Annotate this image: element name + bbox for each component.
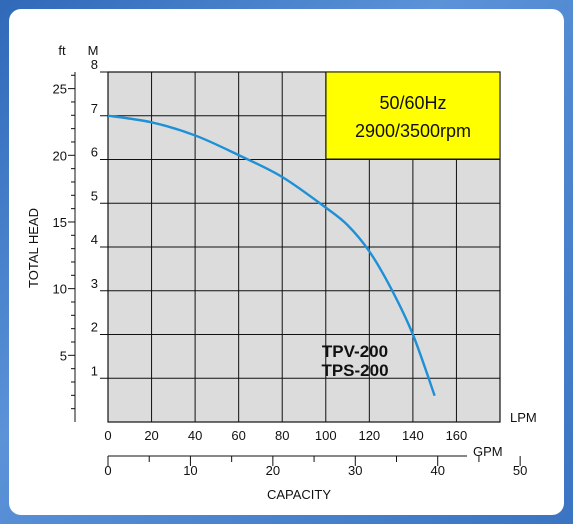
gpm-tick-label: 30	[348, 463, 362, 478]
lpm-tick-label: 160	[446, 428, 468, 443]
lpm-tick-label: 40	[188, 428, 202, 443]
m-tick-label: 1	[91, 363, 98, 378]
ft-tick-label: 20	[53, 148, 67, 163]
lpm-axis: 0 20 40 60 80 100 120 140 160	[104, 428, 467, 443]
x-axis-title: CAPACITY	[267, 487, 331, 502]
m-tick-label: 6	[91, 145, 98, 160]
model-label-1: TPV-200	[322, 342, 388, 361]
gpm-axis: 0 10 20 30 40 50	[104, 456, 527, 478]
ft-tick-label: 15	[53, 215, 67, 230]
lpm-tick-label: 0	[104, 428, 111, 443]
info-box	[325, 71, 501, 160]
lpm-tick-label: 140	[402, 428, 424, 443]
ft-tick-label: 25	[53, 82, 67, 97]
gpm-tick-label: 50	[513, 463, 527, 478]
gpm-tick-label: 40	[430, 463, 444, 478]
gpm-unit-label: GPM	[473, 444, 503, 459]
info-frequency: 50/60Hz	[379, 93, 446, 113]
gpm-tick-label: 10	[183, 463, 197, 478]
ft-axis: 5 10 15 20 25	[53, 74, 75, 410]
lpm-tick-label: 100	[315, 428, 337, 443]
performance-curve	[107, 114, 436, 397]
gpm-tick-label: 0	[104, 463, 111, 478]
lpm-tick-label: 20	[144, 428, 158, 443]
gpm-tick-label: 20	[266, 463, 280, 478]
info-speed: 2900/3500rpm	[355, 121, 471, 141]
m-tick-label: 2	[91, 320, 98, 335]
m-tick-label: 4	[91, 232, 98, 247]
m-tick-label: 3	[91, 276, 98, 291]
m-tick-label: 8	[91, 57, 98, 72]
ft-unit-label: ft	[58, 43, 66, 58]
lpm-unit-label: LPM	[510, 410, 537, 425]
lpm-tick-label: 60	[231, 428, 245, 443]
ft-tick-label: 5	[60, 348, 67, 363]
y-axis-title: TOTAL HEAD	[26, 208, 41, 288]
model-label-2: TPS-200	[321, 361, 388, 380]
m-axis: 1 2 3 4 5 6 7 8	[91, 57, 108, 379]
m-unit-label: M	[88, 43, 99, 58]
lpm-tick-label: 80	[275, 428, 289, 443]
lpm-tick-label: 120	[358, 428, 380, 443]
ft-tick-label: 10	[53, 282, 67, 297]
m-tick-label: 7	[91, 101, 98, 116]
m-tick-label: 5	[91, 188, 98, 203]
